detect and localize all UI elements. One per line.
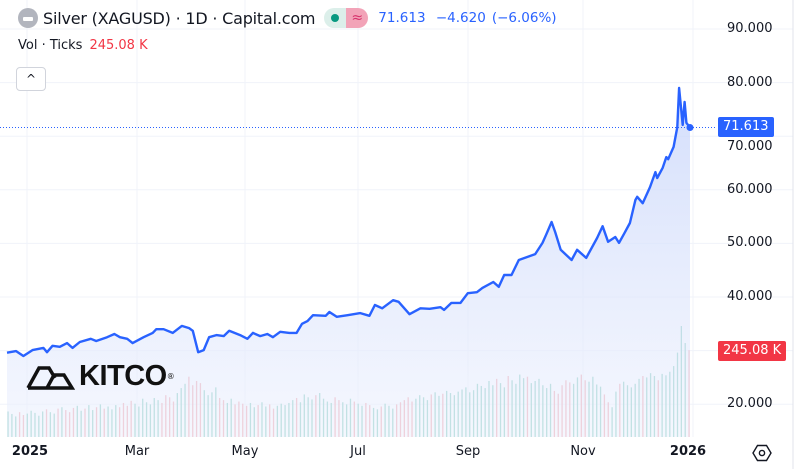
price-change-pct: (−6.06%): [491, 10, 557, 26]
kitco-logo: KITCO ®: [25, 360, 175, 393]
volume-tag: 245.08 K: [718, 341, 787, 361]
registered-mark: ®: [166, 372, 175, 381]
price-tick-label: 60.000: [727, 181, 773, 197]
price-tick-label: 80.000: [727, 74, 773, 90]
price-line: [6, 86, 691, 358]
price-tick-label: 70.000: [727, 139, 773, 154]
approx-icon: ≈: [346, 8, 369, 28]
time-tick-label: Mar: [124, 444, 150, 459]
collapse-legend-button[interactable]: ^: [16, 67, 46, 91]
last-price-dot: [686, 124, 694, 132]
green-dot-icon: [324, 8, 347, 28]
time-tick-label: Jul: [350, 444, 366, 459]
time-tick-label: 2025: [11, 444, 49, 459]
time-tick-label: 2026: [669, 444, 707, 459]
chart-legend-header: Silver (XAGUSD) · 1D · Capital.com ≈ 71.…: [18, 6, 563, 30]
market-status-badge[interactable]: ≈: [324, 8, 369, 28]
quote: 71.613 −4.620 (−6.06%): [378, 10, 562, 26]
last-price-tag: 71.613: [718, 117, 774, 137]
last-price: 71.613: [378, 10, 426, 26]
price-change: −4.620: [435, 10, 486, 26]
time-tick-label: Nov: [570, 444, 596, 459]
kitco-wordmark: KITCO: [79, 360, 167, 392]
price-tick-label: 40.000: [727, 289, 773, 304]
volume-label: Vol · Ticks: [18, 38, 83, 53]
volume-value: 245.08 K: [89, 38, 148, 53]
gold-bars-icon: [26, 365, 75, 390]
volume-legend: Vol · Ticks 245.08 K: [18, 38, 148, 53]
settings-icon[interactable]: [752, 443, 772, 463]
price-tick-label: 90.000: [727, 21, 773, 36]
silver-symbol-icon: [18, 8, 38, 28]
price-tick-label: 20.000: [727, 396, 773, 412]
time-tick-label: Sep: [455, 444, 481, 459]
time-tick-label: May: [231, 444, 259, 459]
symbol-title[interactable]: Silver (XAGUSD) · 1D · Capital.com: [43, 8, 316, 28]
price-tick-label: 50.000: [727, 235, 773, 251]
price-area-fill: [7, 88, 690, 437]
